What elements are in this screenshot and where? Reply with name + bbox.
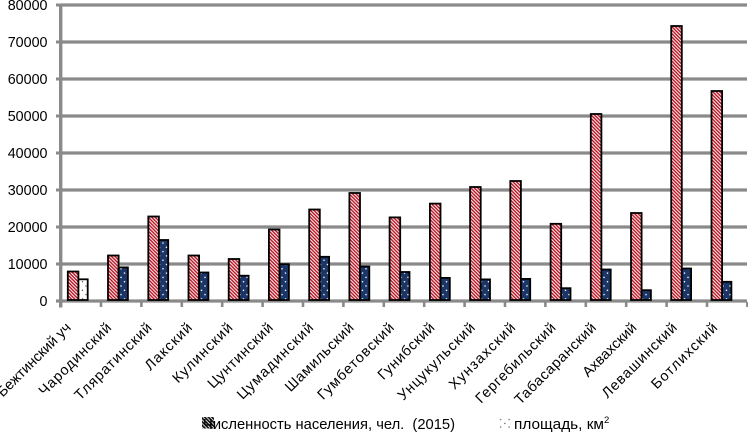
svg-text:Чародинский: Чародинский [36,320,115,399]
svg-text:70000: 70000 [8,35,48,51]
svg-text:Численность населения, чел. (: Численность населения, чел. (2015) [203,417,455,433]
svg-text:2: 2 [604,415,609,426]
svg-text:0: 0 [40,294,48,310]
svg-text:60000: 60000 [8,72,48,88]
svg-text:20000: 20000 [8,220,48,236]
svg-text:30000: 30000 [8,183,48,199]
svg-text:80000: 80000 [8,0,48,14]
svg-text:50000: 50000 [8,109,48,125]
svg-text:40000: 40000 [8,146,48,162]
svg-text:площадь, км: площадь, км [514,417,604,433]
svg-text:10000: 10000 [8,257,48,273]
